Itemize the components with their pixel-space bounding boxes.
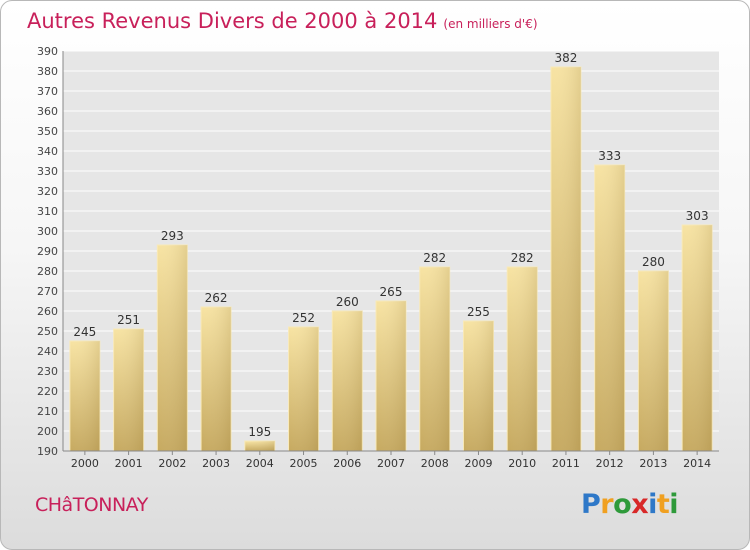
bar-shade bbox=[463, 321, 494, 451]
y-tick-label: 260 bbox=[37, 305, 58, 318]
x-tick-label: 2004 bbox=[246, 457, 274, 470]
y-tick-label: 210 bbox=[37, 405, 58, 418]
logo-letter: r bbox=[600, 489, 614, 520]
logo-letter: o bbox=[613, 489, 632, 520]
y-tick-label: 190 bbox=[37, 445, 58, 458]
bars: 245 251 293 262 195 252 260 265 282 255 282 382 333 2… bbox=[69, 51, 713, 452]
x-axis: 2000 2001 2002 2003 2004 2005 2006 2007 2008 2009… bbox=[63, 450, 719, 470]
bar-shade bbox=[507, 267, 538, 451]
y-tick-label: 350 bbox=[37, 125, 58, 138]
bar-value-label: 282 bbox=[423, 251, 446, 265]
logo-letter: i bbox=[648, 489, 657, 520]
x-tick-label: 2014 bbox=[683, 457, 711, 470]
y-tick-label: 310 bbox=[37, 205, 58, 218]
x-tick-label: 2005 bbox=[290, 457, 318, 470]
y-tick-label: 200 bbox=[37, 425, 58, 438]
bar-shade bbox=[638, 271, 669, 451]
bar-shade bbox=[113, 329, 144, 451]
x-tick-label: 2003 bbox=[202, 457, 230, 470]
bar-value-label: 293 bbox=[161, 229, 184, 243]
y-tick-label: 300 bbox=[37, 225, 58, 238]
y-tick-label: 280 bbox=[37, 265, 58, 278]
bar-value-label: 280 bbox=[642, 255, 665, 269]
bar-shade bbox=[594, 165, 625, 451]
bar-value-label: 255 bbox=[467, 305, 490, 319]
bar-shade bbox=[69, 341, 100, 451]
x-tick-label: 2007 bbox=[377, 457, 405, 470]
x-tick-label: 2009 bbox=[464, 457, 492, 470]
bar-value-label: 333 bbox=[598, 149, 621, 163]
bar-value-label: 303 bbox=[686, 209, 709, 223]
y-axis: 190 200 210 220 230 240 250 260 270 280 290 300 310 3… bbox=[37, 45, 64, 458]
x-tick-label: 2013 bbox=[639, 457, 667, 470]
y-tick-label: 320 bbox=[37, 185, 58, 198]
bar-value-label: 252 bbox=[292, 311, 315, 325]
bar-value-label: 195 bbox=[248, 425, 271, 439]
y-tick-label: 270 bbox=[37, 285, 58, 298]
bar-shade bbox=[244, 441, 275, 451]
bar-shade bbox=[419, 267, 450, 451]
x-tick-label: 2011 bbox=[552, 457, 580, 470]
x-tick-label: 2002 bbox=[158, 457, 186, 470]
x-tick-label: 2010 bbox=[508, 457, 536, 470]
bar-value-label: 282 bbox=[511, 251, 534, 265]
y-tick-label: 370 bbox=[37, 85, 58, 98]
bar-shade bbox=[157, 245, 188, 451]
y-tick-label: 230 bbox=[37, 365, 58, 378]
y-tick-label: 340 bbox=[37, 145, 58, 158]
y-tick-label: 390 bbox=[37, 45, 58, 58]
x-tick-label: 2012 bbox=[596, 457, 624, 470]
chart-subtitle: (en milliers d'€) bbox=[443, 17, 538, 31]
y-tick-label: 380 bbox=[37, 65, 58, 78]
proxiti-logo: Proxiti bbox=[581, 489, 679, 520]
bar-value-label: 260 bbox=[336, 295, 359, 309]
y-tick-label: 290 bbox=[37, 245, 58, 258]
bar-shade bbox=[201, 307, 232, 451]
bar-value-label: 251 bbox=[117, 313, 140, 327]
commune-name: CHâTONNAY bbox=[35, 494, 148, 516]
logo-letter: t bbox=[656, 489, 670, 520]
x-tick-label: 2008 bbox=[421, 457, 449, 470]
x-tick-label: 2001 bbox=[115, 457, 143, 470]
y-tick-label: 360 bbox=[37, 105, 58, 118]
logo-letter: i bbox=[669, 489, 679, 520]
chart-title: Autres Revenus Divers de 2000 à 2014 (en … bbox=[27, 9, 538, 33]
bar-shade bbox=[288, 327, 319, 451]
bar-shade bbox=[682, 225, 713, 451]
x-tick-label: 2006 bbox=[333, 457, 361, 470]
bar-value-label: 245 bbox=[73, 325, 96, 339]
y-tick-label: 240 bbox=[37, 345, 58, 358]
bar-shade bbox=[376, 301, 406, 451]
logo-letter: P bbox=[581, 489, 601, 520]
x-tick-label: 2000 bbox=[71, 457, 99, 470]
logo-letter: x bbox=[631, 489, 649, 520]
bar-shade bbox=[332, 311, 363, 451]
y-tick-label: 330 bbox=[37, 165, 58, 178]
bar-value-label: 262 bbox=[205, 291, 228, 305]
bar-value-label: 382 bbox=[554, 51, 577, 65]
chart-title-text: Autres Revenus Divers de 2000 à 2014 bbox=[27, 9, 438, 33]
y-tick-label: 250 bbox=[37, 325, 58, 338]
bar-shade bbox=[550, 67, 581, 451]
y-tick-label: 220 bbox=[37, 385, 58, 398]
bar-value-label: 265 bbox=[380, 285, 403, 299]
